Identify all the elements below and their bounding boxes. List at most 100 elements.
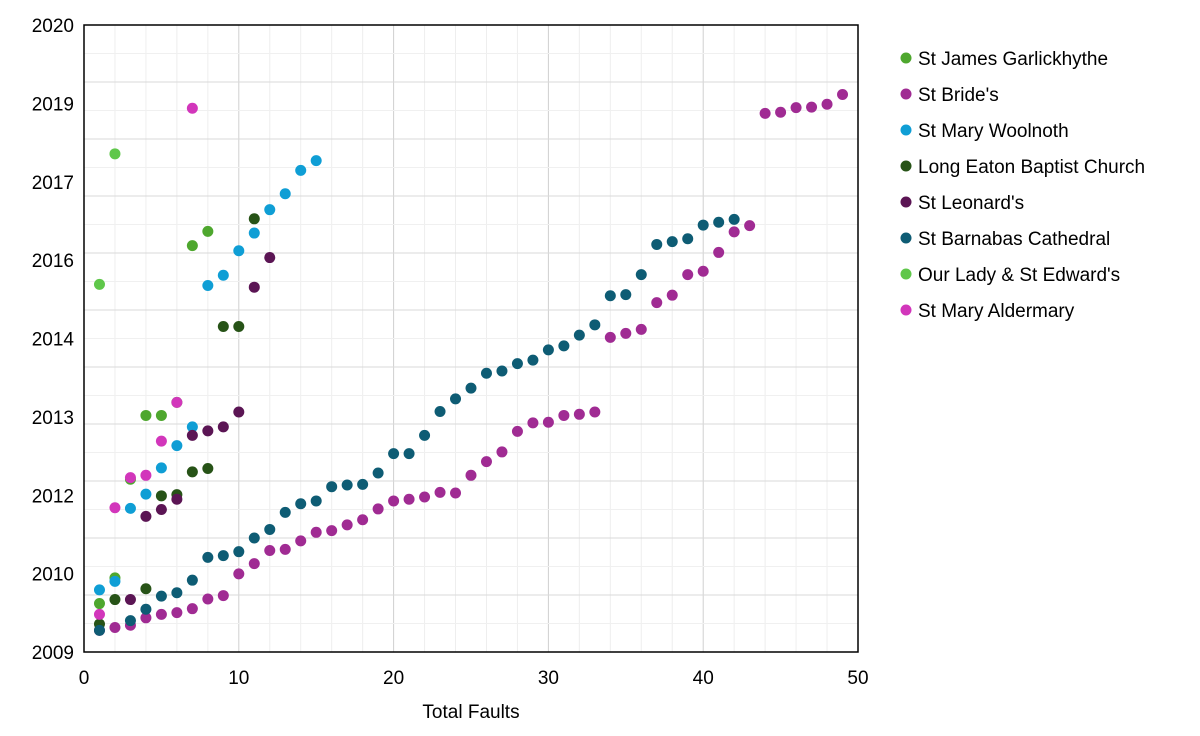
data-point [171, 587, 183, 599]
data-point [403, 493, 415, 505]
data-point [310, 155, 322, 167]
data-point [155, 504, 167, 515]
data-point [403, 448, 415, 460]
data-point [140, 510, 152, 522]
data-point [713, 246, 725, 258]
x-axis-title: Total Faults [422, 702, 519, 723]
data-point [202, 225, 214, 237]
data-point [140, 603, 152, 615]
legend-marker [900, 160, 912, 172]
data-points [93, 89, 849, 636]
data-point [186, 421, 198, 433]
y-tick-label: 2020 [32, 16, 74, 37]
data-point [264, 523, 276, 535]
data-point [496, 446, 508, 458]
data-point [202, 425, 214, 437]
data-point [155, 435, 167, 447]
data-point [93, 624, 105, 636]
data-point [511, 425, 523, 437]
data-point [186, 603, 198, 615]
data-point [372, 503, 384, 515]
data-point [93, 584, 105, 596]
data-point [186, 429, 198, 441]
data-point [155, 409, 167, 421]
data-point [233, 546, 245, 558]
data-point [837, 89, 849, 101]
x-tick-label: 30 [538, 668, 559, 689]
data-point [233, 568, 245, 580]
data-point [264, 252, 276, 264]
data-point [217, 421, 229, 433]
data-point [713, 216, 725, 228]
legend-label: St Bride's [918, 85, 999, 106]
data-point [140, 409, 152, 421]
data-point [511, 358, 523, 370]
data-point [527, 417, 539, 429]
data-point [93, 608, 105, 620]
x-tick-label: 40 [693, 668, 714, 689]
data-point [264, 204, 276, 216]
data-point [697, 219, 709, 231]
data-point [279, 543, 291, 555]
legend-marker [900, 52, 912, 64]
data-point [186, 102, 198, 114]
data-point [388, 495, 400, 507]
data-point [450, 393, 462, 405]
data-point [109, 575, 121, 587]
x-tick-label: 10 [228, 668, 249, 689]
legend: St James Garlickhythe St Bride's St Mary W… [900, 49, 1145, 322]
data-point [109, 594, 121, 606]
data-point [233, 406, 245, 418]
legend-label: St Barnabas Cathedral [918, 229, 1110, 250]
data-point [589, 319, 601, 331]
data-point [248, 227, 260, 239]
data-point [651, 238, 663, 250]
legend-marker [900, 124, 912, 136]
y-tick-label: 2012 [32, 486, 74, 507]
data-point [248, 281, 260, 293]
data-point [310, 526, 322, 538]
data-point [496, 365, 508, 377]
data-point [186, 466, 198, 478]
data-point [357, 478, 369, 490]
data-point [775, 106, 787, 118]
data-point [109, 621, 121, 633]
data-point [295, 535, 307, 547]
data-point [728, 213, 740, 225]
data-point [140, 612, 152, 624]
data-point [558, 409, 570, 421]
data-point [759, 107, 771, 119]
data-point [171, 493, 183, 505]
data-point [666, 289, 678, 301]
data-point [140, 583, 152, 595]
axis-ticks: 0 10 20 30 40 50 2009 2010 2012 2013 2014 2016 2017 2… [32, 16, 869, 689]
data-point [326, 481, 338, 493]
legend-label: Our Lady & St Edward's [918, 265, 1120, 286]
data-point [728, 226, 740, 238]
data-point [666, 236, 678, 248]
y-tick-label: 2014 [32, 330, 75, 351]
data-point [341, 479, 353, 491]
data-point [635, 323, 647, 335]
y-tick-label: 2013 [32, 408, 74, 429]
data-point [682, 269, 694, 281]
x-tick-label: 20 [383, 668, 404, 689]
data-point [635, 269, 647, 281]
legend-marker [900, 232, 912, 244]
legend-label: St Leonard's [918, 193, 1024, 214]
data-point [465, 382, 477, 394]
data-point [155, 490, 167, 502]
data-point [186, 240, 198, 252]
data-point [217, 550, 229, 562]
data-point [419, 429, 431, 441]
legend-label: St Mary Aldermary [918, 301, 1075, 322]
data-point [682, 233, 694, 245]
data-point [821, 98, 833, 110]
data-point [217, 321, 229, 333]
data-point [558, 340, 570, 352]
data-point [542, 416, 554, 428]
data-point [790, 102, 802, 114]
data-point [124, 615, 136, 627]
data-point [202, 279, 214, 291]
data-point [620, 289, 632, 301]
